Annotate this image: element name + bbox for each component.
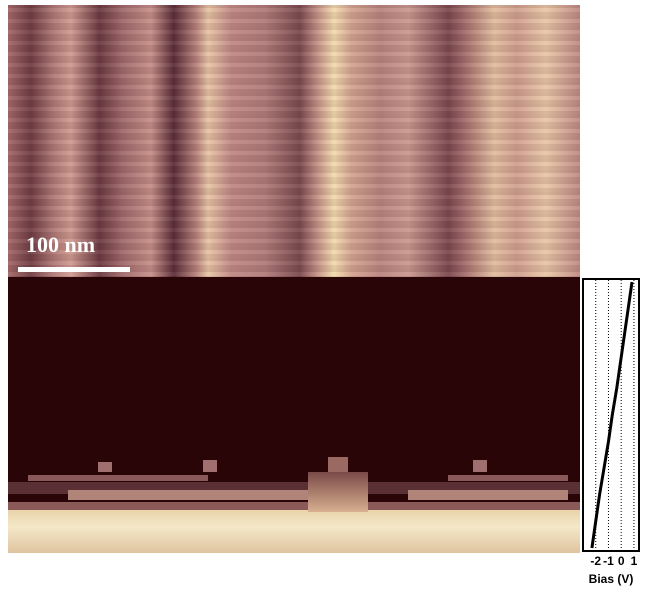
- microscopy-image: [8, 5, 580, 277]
- x-tick-label: 0: [618, 554, 625, 568]
- x-tick-label: -1: [603, 554, 614, 568]
- scale-label: 100 nm: [26, 232, 96, 257]
- x-tick-label: 1: [631, 554, 638, 568]
- x-tick-label: -2: [590, 554, 601, 568]
- spectral-map: [8, 277, 580, 553]
- x-axis-label: Bias (V): [589, 572, 634, 586]
- scale-bar: [18, 267, 130, 272]
- bias-line: [590, 281, 634, 549]
